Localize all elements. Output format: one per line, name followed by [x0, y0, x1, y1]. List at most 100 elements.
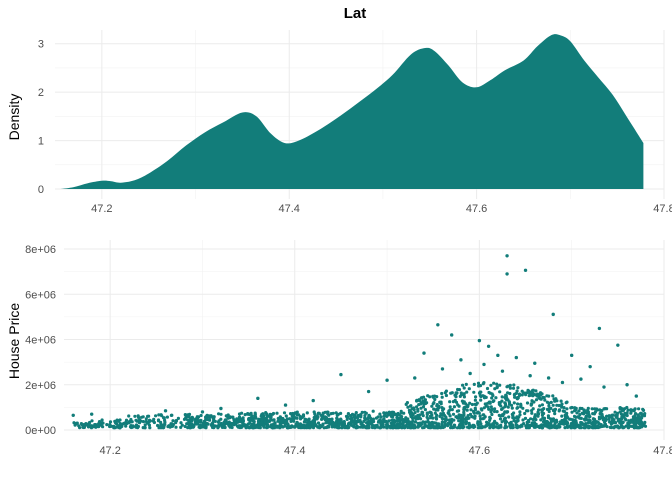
scatter-point: [450, 408, 454, 412]
scatter-point: [429, 410, 433, 415]
scatter-point: [546, 376, 551, 380]
scatter-point: [396, 424, 400, 428]
scatter-point: [540, 410, 544, 414]
scatter-point: [568, 417, 572, 421]
scatter-point: [413, 420, 417, 424]
scatter-point: [432, 401, 436, 405]
scatter-point: [607, 414, 611, 418]
scatter-point: [366, 389, 371, 394]
scatter-point: [615, 413, 619, 417]
scatter-point: [641, 408, 646, 412]
scatter-point: [502, 418, 506, 422]
scatter-point: [565, 407, 569, 411]
scatter-point: [367, 413, 371, 417]
scatter-point: [498, 390, 502, 394]
scatter-point: [412, 416, 416, 420]
scatter-point: [186, 426, 190, 430]
scatter-point: [488, 418, 492, 422]
scatter-point: [574, 415, 578, 419]
scatter-point: [492, 421, 496, 425]
scatter-point: [546, 414, 551, 418]
scatter-point: [312, 415, 316, 420]
scatter-point: [462, 425, 466, 429]
scatter-point: [97, 425, 101, 429]
density-panel: 47.2 47.4 47.6 47.8 0 1 2 3 Density: [6, 30, 672, 215]
scatter-point: [622, 413, 626, 417]
scatter-point: [476, 381, 481, 385]
scatter-point: [494, 396, 498, 400]
scatter-point: [564, 413, 568, 417]
scatter-point: [349, 414, 353, 418]
scatter-point: [300, 426, 304, 430]
scatter-point: [462, 410, 466, 414]
scatter-point: [159, 422, 163, 427]
scatter-point: [480, 426, 484, 430]
scatter-point: [478, 393, 482, 398]
scatter-point: [473, 402, 477, 406]
scatter-point: [538, 397, 542, 401]
scatter-point: [170, 424, 174, 428]
scatter-point: [633, 414, 637, 418]
scatter-point: [471, 423, 475, 427]
scatter-point: [457, 419, 461, 423]
scatter-point: [635, 421, 639, 425]
scatter-point: [97, 420, 102, 424]
scatter-point: [624, 424, 629, 428]
scatter-point: [586, 421, 591, 425]
scatter-point: [477, 391, 482, 395]
scatter-point: [620, 409, 625, 413]
scatter-point: [601, 418, 605, 422]
scatter-point: [565, 421, 570, 425]
scatter-point: [248, 420, 252, 425]
scatter-point: [474, 395, 478, 399]
scatter-dense-band: [72, 381, 648, 430]
scatter-point: [143, 423, 147, 427]
scatter-point: [522, 391, 526, 395]
scatter-point: [308, 426, 312, 430]
scatter-point: [240, 425, 244, 429]
scatter-point: [230, 425, 234, 430]
scatter-point: [217, 423, 221, 427]
scatter-point: [482, 362, 486, 367]
scatter-point: [528, 424, 532, 428]
scatter-point: [136, 415, 141, 419]
scatter-point: [482, 406, 486, 410]
scatter-point: [280, 420, 284, 424]
scatter-point: [434, 426, 438, 430]
scatter-point: [553, 412, 557, 416]
scatter-point: [454, 415, 458, 419]
scatter-point: [498, 383, 502, 387]
scatter-point: [444, 393, 448, 398]
scatter-point: [179, 425, 183, 429]
scatter-point: [489, 408, 493, 412]
scatter-point: [515, 406, 519, 410]
scatter-point: [462, 386, 466, 390]
scatter-point: [560, 414, 564, 418]
scatter-point: [615, 424, 619, 428]
scatter-point: [122, 421, 126, 425]
scatter-point: [495, 410, 499, 414]
scatter-point: [352, 419, 356, 423]
scatter-point: [336, 412, 340, 416]
scatter-point: [534, 422, 538, 426]
scatter-point: [607, 417, 611, 421]
scatter-point: [450, 417, 454, 421]
scatter-point: [307, 417, 311, 421]
scatter-point: [491, 399, 495, 404]
scatter-point: [359, 422, 363, 426]
scatter-point: [503, 401, 507, 405]
scatter-point: [425, 412, 429, 417]
scatter-point: [243, 413, 247, 417]
scatter-point: [246, 412, 250, 416]
scatter-point: [390, 411, 394, 415]
scatter-point: [408, 404, 412, 408]
scatter-point: [439, 412, 443, 416]
scatter-point: [467, 421, 471, 425]
scatter-point: [429, 426, 433, 430]
scatter-point: [388, 426, 393, 430]
scatter-point: [431, 394, 435, 398]
scatter-point: [467, 387, 471, 391]
scatter-point: [590, 407, 594, 411]
scatter-point: [322, 426, 326, 430]
scatter-point: [540, 403, 545, 407]
